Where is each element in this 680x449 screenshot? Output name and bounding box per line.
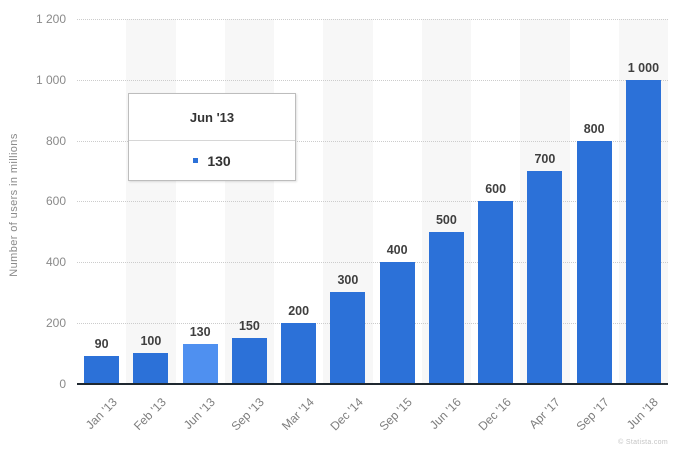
gridline [77, 140, 668, 142]
bar-mar-14[interactable] [281, 322, 317, 384]
bar-value-label: 600 [485, 182, 507, 197]
bar-jun-16[interactable] [428, 231, 464, 384]
gridline [77, 19, 668, 20]
tooltip-title: Jun '13 [189, 109, 235, 125]
bar-value-label: 300 [337, 273, 359, 288]
gridline [77, 201, 668, 203]
tooltip: Jun '13 130 [128, 93, 296, 181]
y-tick-label: 1 200 [35, 12, 66, 26]
bar-value-label: 800 [583, 121, 605, 136]
bar-value-label: 200 [288, 303, 310, 318]
gridline [77, 322, 668, 324]
bar-value-label: 100 [140, 334, 162, 349]
y-tick-label: 600 [45, 194, 66, 209]
tooltip-separator [129, 140, 295, 141]
tooltip-value-row: 130 [129, 141, 295, 180]
y-tick-label: 0 [59, 376, 66, 391]
x-tick-label: Jan '13 [82, 394, 120, 432]
bar-feb-13[interactable] [133, 353, 169, 384]
bar-value-label: 130 [189, 325, 211, 339]
bar-sep-15[interactable] [379, 262, 415, 384]
series-marker-icon [193, 158, 199, 163]
bar-value-label: 1 000 [627, 60, 660, 75]
bar-sep-17[interactable] [576, 140, 612, 384]
bar-apr-17[interactable] [527, 170, 563, 384]
bar-value-label: 400 [386, 243, 408, 257]
y-tick-label: 400 [45, 255, 66, 269]
watermark: © Statista.com [618, 439, 668, 446]
y-tick-label: 200 [45, 315, 66, 330]
bar-value-label: 90 [94, 337, 109, 352]
gridline [77, 262, 668, 263]
bar-value-label: 150 [238, 318, 260, 333]
y-tick-label: 800 [45, 133, 66, 148]
bar-jun-13[interactable] [182, 344, 218, 384]
bar-jun-18[interactable] [625, 79, 661, 384]
y-tick-label: 1 000 [35, 72, 66, 87]
x-axis-line [77, 383, 668, 385]
bar-jan-13[interactable] [84, 356, 120, 384]
bar-value-label: 700 [534, 151, 556, 166]
bar-sep-13[interactable] [231, 337, 267, 384]
gridline [77, 79, 668, 81]
tooltip-value: 130 [207, 152, 231, 169]
bar-dec-16[interactable] [478, 201, 514, 384]
bar-dec-14[interactable] [330, 292, 366, 384]
bar-value-label: 500 [435, 212, 457, 227]
